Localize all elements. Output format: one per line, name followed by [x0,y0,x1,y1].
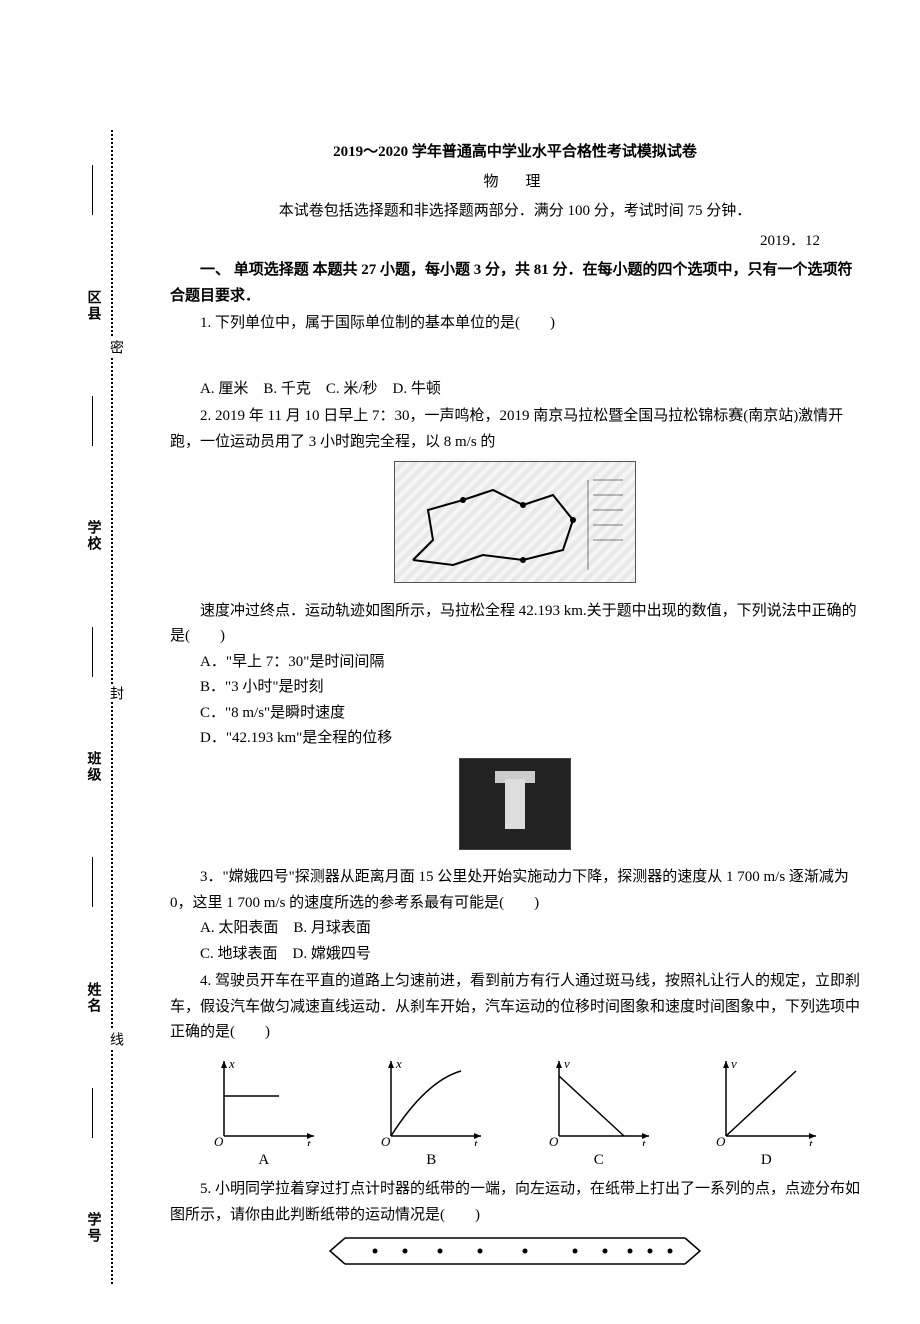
tape-svg [325,1234,705,1268]
origin-label: O [214,1134,224,1146]
binding-label-quxian: 区县 [83,290,103,322]
spacer [170,337,860,377]
seal-label-feng: 封 [105,684,125,702]
q3-figure [170,758,860,860]
q4-graph-d: v t O D [711,1056,821,1174]
probe-body [505,779,525,829]
binding-underline [92,627,93,677]
q1-stem: 1. 下列单位中，属于国际单位制的基本单位的是( ) [170,311,860,337]
binding-label-xingming: 姓名 [83,982,103,1014]
q1-options: A. 厘米 B. 千克 C. 米/秒 D. 牛顿 [170,377,860,403]
q3-stem: 3．"嫦娥四号"探测器从距离月面 15 公里处开始实施动力下降，探测器的速度从 … [170,865,860,916]
axis-y-label: v [731,1056,737,1071]
q4-graph-c: v t O C [544,1056,654,1174]
binding-underline [92,1088,93,1138]
q4-graph-b: x t O B [376,1056,486,1174]
origin-label: O [716,1134,726,1146]
q5-figure [170,1234,860,1278]
paper-tape [325,1234,705,1268]
q2-opt-b: B．"3 小时"是时刻 [170,675,860,701]
page: 学号 姓名 班级 学校 区县 密 封 线 2019～2020 学年普通高中学业水… [0,0,920,1324]
graph-d-label: D [761,1148,772,1174]
seal-label-mi: 密 [105,338,125,356]
q2-stem1: 2. 2019 年 11 月 10 日早上 7：30，一声鸣枪，2019 南京马… [170,404,860,455]
axis-x-label: t [809,1136,813,1146]
origin-label: O [549,1134,559,1146]
binding-underline [92,857,93,907]
axis-x-label: t [642,1136,646,1146]
origin-label: O [381,1134,391,1146]
exam-content: 2019～2020 学年普通高中学业水平合格性考试模拟试卷 物 理 本试卷包括选… [170,140,860,1278]
q5-stem: 5. 小明同学拉着穿过打点计时器的纸带的一端，向左运动，在纸带上打出了一系列的点… [170,1177,860,1228]
exam-date: 2019．12 [170,229,860,255]
axis-x-label: t [474,1136,478,1146]
binding-strip: 学号 姓名 班级 学校 区县 密 封 线 [80,130,160,1284]
graph-a-svg: x t O [209,1056,319,1146]
q2-opt-d: D．"42.193 km"是全程的位移 [170,726,860,752]
binding-label-xuehao: 学号 [83,1212,103,1244]
graph-a-label: A [258,1148,269,1174]
q4-graph-row: x t O A x t O B [170,1056,860,1174]
binding-underline [92,165,93,215]
axis-y-label: v [564,1056,570,1071]
binding-label-banji: 班级 [83,751,103,783]
graph-b-label: B [426,1148,436,1174]
exam-subject: 物 理 [170,170,860,196]
q2-stem2: 速度冲过终点．运动轨迹如图所示，马拉松全程 42.193 km.关于题中出现的数… [170,599,860,650]
axis-y-label: x [395,1056,402,1071]
q4-stem: 4. 驾驶员开车在平直的道路上匀速前进，看到前方有行人通过斑马线，按照礼让行人的… [170,969,860,1046]
exam-title: 2019～2020 学年普通高中学业水平合格性考试模拟试卷 [170,140,860,166]
axis-y-label: x [228,1056,235,1071]
exam-info: 本试卷包括选择题和非选择题两部分．满分 100 分，考试时间 75 分钟． [170,199,860,225]
probe-image [459,758,571,850]
q2-figure [170,461,860,593]
binding-underline [92,396,93,446]
graph-d-svg: v t O [711,1056,821,1146]
graph-c-label: C [594,1148,604,1174]
q2-opt-a: A．"早上 7：30"是时间间隔 [170,650,860,676]
axis-x-label: t [307,1136,311,1146]
q2-opt-c: C．"8 m/s"是瞬时速度 [170,701,860,727]
section1-head: 一、 单项选择题 本题共 27 小题，每小题 3 分，共 81 分．在每小题的四… [170,258,860,309]
seal-label-xian: 线 [105,1030,125,1048]
q3-opts-ab: A. 太阳表面 B. 月球表面 [170,916,860,942]
graph-b-svg: x t O [376,1056,486,1146]
binding-labels: 学号 姓名 班级 学校 区县 [80,130,105,1284]
tape-dots [373,1249,673,1254]
binding-label-xuexiao: 学校 [83,520,103,552]
q3-opts-cd: C. 地球表面 D. 嫦娥四号 [170,942,860,968]
q4-graph-a: x t O A [209,1056,319,1174]
graph-c-svg: v t O [544,1056,654,1146]
marathon-route-svg [403,470,627,574]
marathon-map-image [394,461,636,583]
seal-dotted-line: 密 封 线 [111,130,113,1284]
